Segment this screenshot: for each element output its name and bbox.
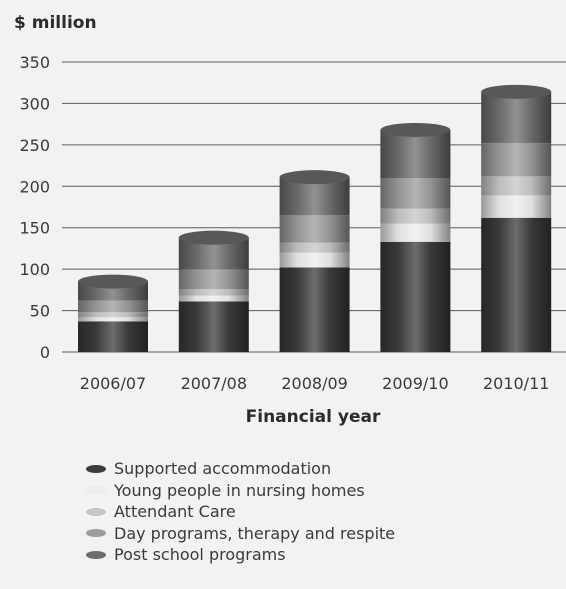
legend-item: Day programs, therapy and respite — [86, 523, 395, 545]
legend-swatch — [86, 507, 106, 516]
legend-label: Supported accommodation — [114, 459, 332, 479]
bar-top-cap — [380, 122, 451, 137]
x-tick-label: 2009/10 — [382, 374, 448, 393]
bar-segment — [279, 252, 350, 268]
y-tick-label: 350 — [19, 53, 50, 72]
bar-top-cap — [78, 274, 148, 289]
x-tick-label: 2007/08 — [181, 374, 247, 393]
bar-segment — [279, 242, 350, 253]
bar-segment — [279, 215, 350, 243]
bar-segment — [178, 295, 249, 302]
legend-label: Post school programs — [114, 545, 286, 565]
legend: Supported accommodation Young people in n… — [86, 458, 395, 566]
legend-label: Day programs, therapy and respite — [114, 523, 396, 543]
bar-segment — [78, 321, 148, 352]
legend-swatch — [86, 486, 106, 495]
x-tick-label: 2010/11 — [483, 374, 549, 393]
bar-segment — [78, 300, 148, 313]
legend-label: Attendant Care — [114, 502, 236, 522]
bar-segment — [380, 178, 451, 209]
legend-swatch — [86, 529, 106, 538]
bar-top-cap — [481, 84, 552, 99]
y-tick-label: 0 — [40, 343, 50, 362]
legend-item: Young people in nursing homes — [86, 480, 395, 502]
y-tick-label: 300 — [19, 94, 50, 113]
bar-segment — [178, 289, 249, 296]
bar-segment — [279, 267, 350, 352]
bar-segment — [481, 217, 552, 352]
bar-segment — [178, 301, 249, 352]
y-tick-label: 150 — [19, 219, 50, 238]
bars — [78, 84, 552, 352]
bar-stack — [380, 122, 451, 352]
y-tick-label: 250 — [19, 136, 50, 155]
y-tick-label: 100 — [19, 260, 50, 279]
bar-segment — [481, 91, 552, 144]
bar-segment — [380, 223, 451, 242]
bar-stack — [178, 230, 249, 352]
x-axis-title: Financial year — [246, 407, 381, 427]
bar-stack — [279, 170, 350, 352]
bar-top-cap — [279, 170, 350, 185]
legend-swatch — [86, 550, 106, 559]
bar-segment — [78, 317, 148, 322]
x-axis-ticks: 2006/07 2007/08 2008/09 2009/10 2010/11 — [80, 374, 550, 393]
legend-item: Attendant Care — [86, 501, 395, 523]
bar-segment — [481, 176, 552, 196]
bar-stack — [481, 84, 552, 352]
bar-segment — [178, 269, 249, 290]
legend-item: Post school programs — [86, 544, 395, 566]
bar-segment — [481, 195, 552, 218]
x-tick-label: 2008/09 — [281, 374, 347, 393]
bar-segment — [481, 143, 552, 177]
y-axis-ticks: 0 50 100 150 200 250 300 350 — [19, 53, 50, 362]
y-tick-label: 200 — [19, 177, 50, 196]
bar-top-cap — [178, 230, 249, 245]
legend-item: Supported accommodation — [86, 458, 395, 480]
bar-segment — [380, 241, 451, 352]
legend-label: Young people in nursing homes — [114, 480, 365, 500]
legend-swatch — [86, 464, 106, 473]
x-tick-label: 2006/07 — [80, 374, 146, 393]
bar-segment — [380, 208, 451, 224]
bar-stack — [78, 274, 148, 352]
y-axis-title: $ million — [14, 13, 97, 33]
y-tick-label: 50 — [30, 302, 50, 321]
bar-segment — [380, 129, 451, 178]
bar-segment — [78, 312, 148, 318]
